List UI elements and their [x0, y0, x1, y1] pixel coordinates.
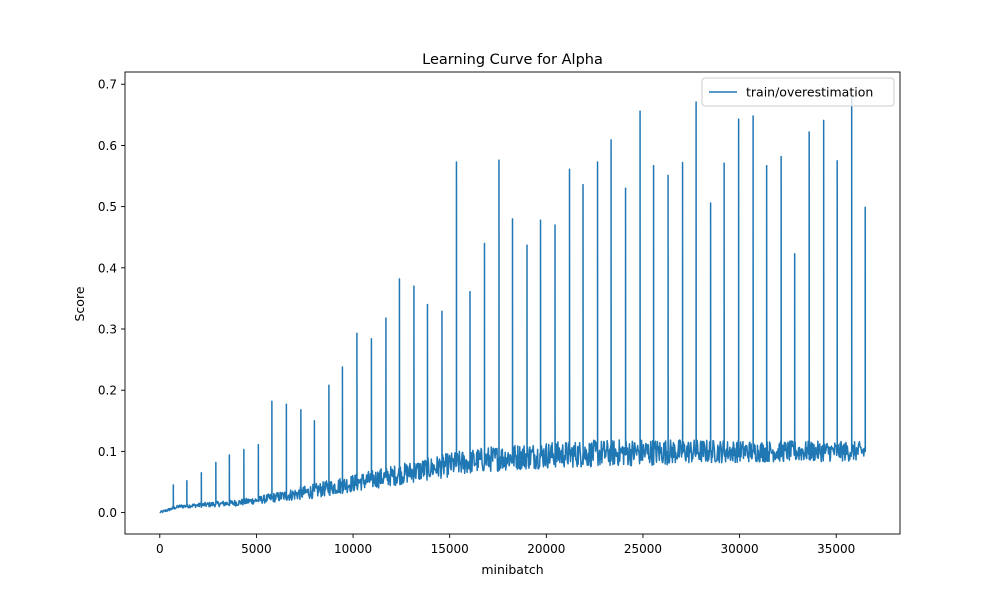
legend-label: train/overestimation [746, 85, 873, 100]
x-axis: 0 5000 10000 15000 20000 25000 30000 35000 [156, 534, 855, 556]
y-tick-label: 0.2 [98, 384, 117, 398]
plot-area [124, 71, 901, 535]
y-tick-label: 0.1 [98, 445, 117, 459]
y-tick-label: 0.3 [98, 323, 117, 337]
x-tick-label: 30000 [720, 542, 758, 556]
x-tick-label: 5000 [241, 542, 272, 556]
series-line-0 [159, 92, 867, 514]
series-group [159, 92, 867, 514]
chart-title: Learning Curve for Alpha [422, 52, 603, 68]
x-tick-label: 0 [156, 542, 164, 556]
plot-frame [124, 71, 901, 535]
y-tick-label: 0.0 [98, 506, 117, 520]
y-axis-label: Score [72, 286, 87, 321]
y-tick-label: 0.4 [98, 261, 117, 275]
x-tick-label: 35000 [817, 542, 855, 556]
y-axis: 0.0 0.1 0.2 0.3 0.4 0.5 0.6 0.7 [98, 78, 125, 520]
y-tick-label: 0.5 [98, 200, 117, 214]
x-axis-label: minibatch [481, 562, 543, 577]
legend: train/overestimation [701, 77, 895, 107]
legend-box [701, 77, 895, 107]
y-tick-label: 0.6 [98, 139, 117, 153]
x-tick-label: 20000 [527, 542, 565, 556]
x-tick-label: 15000 [431, 542, 469, 556]
x-tick-label: 25000 [624, 542, 662, 556]
x-tick-label: 10000 [334, 542, 372, 556]
y-tick-label: 0.7 [98, 78, 117, 92]
